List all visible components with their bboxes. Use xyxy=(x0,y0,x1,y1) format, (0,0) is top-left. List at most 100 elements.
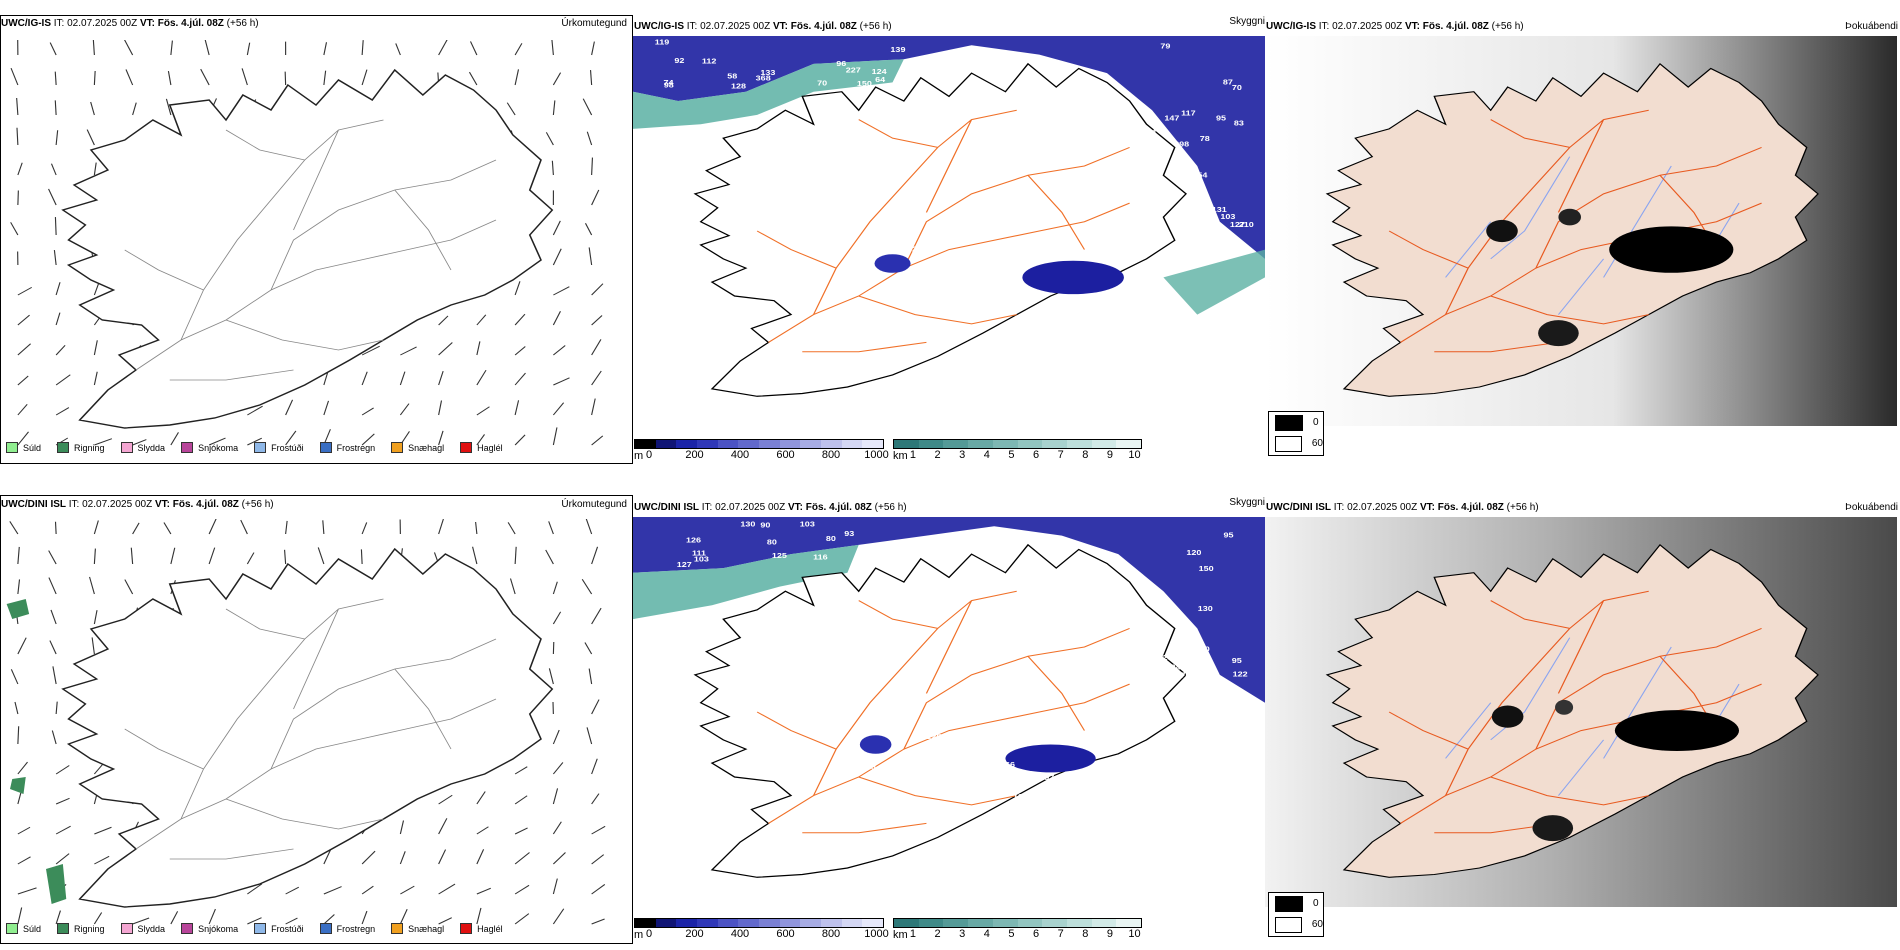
legend-swatch xyxy=(254,442,267,453)
wind-barb xyxy=(167,70,172,86)
cloud-base-label: 110 xyxy=(1184,175,1199,183)
wind-barb xyxy=(438,370,444,386)
wind-barb xyxy=(514,795,528,805)
colorbar-swatch xyxy=(676,919,698,927)
wind-barb xyxy=(247,437,263,446)
vt-value: Fös. 4.júl. 08Z xyxy=(805,502,872,513)
wind-barb xyxy=(586,727,593,745)
cloud-labels: 127 95 125 93 80 109 111 271 87 80 154 92 116 130 91 13… xyxy=(677,520,1248,813)
visibility-ticks: 1 2 3 4 5 6 7 8 9 10 xyxy=(893,449,1142,463)
cloud-base-label: 88 xyxy=(913,294,923,302)
wind-barb xyxy=(17,404,28,416)
colorbar-swatch xyxy=(655,919,677,927)
cloud-base-label: 125 xyxy=(772,552,787,560)
wind-barb xyxy=(514,884,530,895)
wind-barb xyxy=(93,162,97,176)
visibility-swatches xyxy=(893,918,1142,928)
legend-label: Snæhagl xyxy=(408,442,445,453)
legend-swatch xyxy=(6,442,18,453)
wind-barb xyxy=(476,826,489,835)
wind-barb xyxy=(53,249,57,266)
cloud-base-label: 127 xyxy=(1230,221,1245,229)
cloud-base-label: 80 xyxy=(826,534,836,542)
it-value: 02.07.2025 00Z xyxy=(67,18,138,29)
wind-barb xyxy=(399,371,406,386)
wind-barb xyxy=(241,68,248,86)
it-value: 02.07.2025 00Z xyxy=(1347,502,1418,513)
wind-barb xyxy=(552,581,558,595)
wind-barb xyxy=(246,42,251,56)
cloud-base-ticks: 0 200 400 600 800 1000 xyxy=(634,449,889,463)
cloud-base-label: 130 xyxy=(1198,605,1213,613)
colorbar-tick: 400 xyxy=(730,449,750,461)
panel-name: Þokuábendi xyxy=(1845,21,1898,32)
cloud-base-label: 90 xyxy=(760,521,770,529)
wind-barb xyxy=(469,41,478,56)
wind-barb xyxy=(591,825,606,835)
colorbar-swatch xyxy=(918,919,944,927)
legend-label: Haglél xyxy=(477,442,503,453)
fog-panel-row1: UWC/IG-IS IT: 02.07.2025 00Z VT: Fös. 4.… xyxy=(1265,12,1900,464)
cloud-base-label: 87 xyxy=(1179,693,1189,701)
colorbar-tick: 2 xyxy=(934,928,941,940)
wind-barb xyxy=(92,40,95,56)
colorbar-swatch xyxy=(968,919,993,927)
colorbar-tick: 2 xyxy=(934,449,941,461)
wind-barb xyxy=(588,247,593,266)
legend-swatch xyxy=(319,442,332,453)
wind-barb xyxy=(584,223,593,236)
wind-barb xyxy=(247,883,263,895)
legend-swatch xyxy=(460,923,473,934)
wind-barb xyxy=(552,72,562,86)
colorbar-swatch xyxy=(1116,440,1142,448)
wind-barb xyxy=(361,40,364,56)
wind-barb xyxy=(208,437,226,446)
wind-barb xyxy=(91,637,95,655)
cloud-base-label: 92 xyxy=(674,57,684,65)
lead-time: (+56 h) xyxy=(859,21,892,32)
colorbar-swatch xyxy=(676,440,698,448)
cloud-base-label: 119 xyxy=(655,38,670,46)
wind-barb xyxy=(438,342,453,356)
cloud-base-label: 58 xyxy=(727,72,737,80)
wind-barb xyxy=(591,435,604,446)
wind-barb xyxy=(591,339,602,356)
wind-barb xyxy=(9,521,19,535)
cloud-map: 127 95 125 93 80 109 111 271 87 80 154 92 116 130 91 13… xyxy=(633,517,1265,907)
precip-map xyxy=(6,519,606,925)
lead-time: (+56 h) xyxy=(241,499,274,510)
wind-barb xyxy=(361,371,368,386)
wind-barb xyxy=(438,794,453,805)
colorbar-swatch xyxy=(759,919,780,927)
wind-barb xyxy=(17,431,29,446)
fog-patch xyxy=(1532,815,1574,842)
cloud-base-label: 282 xyxy=(885,772,900,780)
model-name: UWC/DINI ISL xyxy=(634,502,699,513)
it-label: IT: xyxy=(701,502,713,513)
colorbar-swatch xyxy=(779,440,801,448)
precip-panel-row1: UWC/IG-IS IT: 02.07.2025 00Z VT: Fös. 4.… xyxy=(0,12,633,464)
precip-map-frame xyxy=(0,495,633,944)
wind-barb xyxy=(553,377,570,386)
cloud-base-label: 298 xyxy=(1174,140,1189,148)
colorbar-swatch xyxy=(943,440,969,448)
colorbar-swatch xyxy=(841,440,863,448)
fog-value: 0 xyxy=(1313,417,1319,428)
precip-legend-item: Snæhagl xyxy=(391,442,444,453)
wind-barb xyxy=(132,102,137,116)
wind-barb xyxy=(551,40,554,56)
wind-barb xyxy=(55,910,61,925)
cloud-base-label: 92 xyxy=(989,725,999,733)
wind-barb xyxy=(361,433,375,446)
wind-barb xyxy=(124,40,134,56)
wind-barb xyxy=(89,576,95,595)
colorbar-tick: 5 xyxy=(1008,449,1015,461)
precip-legend-item: Snæhagl xyxy=(391,923,444,934)
cloud-map: 133 147 162 227 210 328 368 298 86 96 83 110 119 127 9… xyxy=(633,36,1265,426)
legend-swatch xyxy=(120,923,133,934)
model-name: UWC/IG-IS xyxy=(1,18,51,29)
cloud-base-label: 150 xyxy=(857,80,872,88)
colorbar-swatch xyxy=(1017,440,1043,448)
colorbar-swatch xyxy=(1091,919,1117,927)
wind-barb xyxy=(591,793,600,805)
